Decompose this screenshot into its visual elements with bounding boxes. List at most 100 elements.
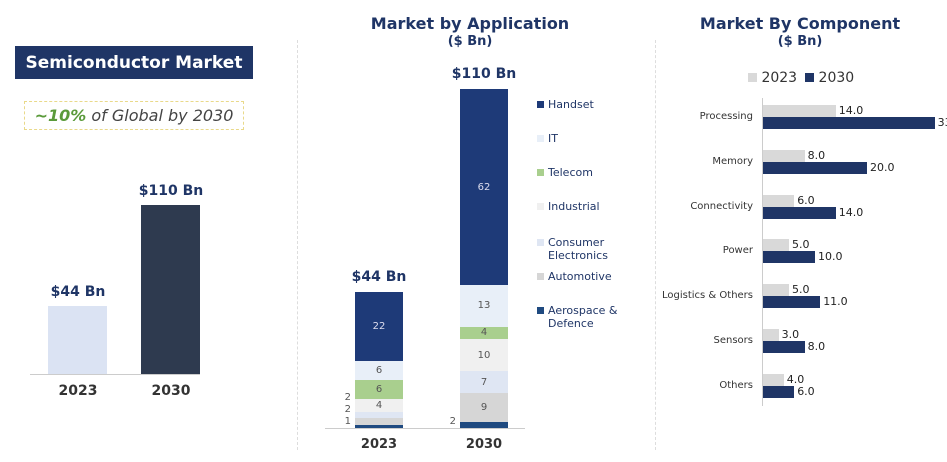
stack-segment-label: 1 <box>344 416 351 427</box>
stack-segment-label: 2 <box>449 416 456 427</box>
hbar <box>763 385 795 398</box>
legend-label: IT <box>548 132 558 145</box>
section-title: Semiconductor Market <box>15 46 253 79</box>
stack-segment: 13 <box>460 285 508 327</box>
bar-value-label: 10.0 <box>818 250 843 264</box>
bar-value-label: 8.0 <box>807 148 826 162</box>
legend-swatch <box>748 73 757 82</box>
stack-segment: 4 <box>355 399 403 413</box>
hbar <box>763 161 867 174</box>
bar-value-label: 11.0 <box>823 295 848 309</box>
stack-segment: 6 <box>355 380 403 400</box>
stack-segment-label: 2 <box>344 392 351 403</box>
legend-label: Industrial <box>548 200 600 213</box>
divider <box>297 40 298 450</box>
stack-segment-label: 2 <box>344 404 351 415</box>
legend-label: 2030 <box>818 70 855 86</box>
stack-segment: 22 <box>355 291 403 362</box>
legend-label: 2023 <box>761 70 798 86</box>
component-legend: 2023 2030 <box>748 70 854 86</box>
hbar <box>763 105 836 117</box>
hbar <box>763 284 789 297</box>
bar-value-label: 33.0 <box>937 116 947 129</box>
bar-value-label: 6.0 <box>797 193 815 207</box>
component-chart-title: Market By Component <box>699 14 901 33</box>
component-axis <box>762 98 763 406</box>
x-tick-label: 2023 <box>360 437 398 452</box>
stack-segment <box>355 412 403 419</box>
legend-swatch <box>537 169 544 176</box>
component-chart-subtitle: ($ Bn) <box>777 34 823 49</box>
hbar <box>763 194 795 207</box>
stack-total-label: $44 Bn <box>351 268 407 285</box>
legend-swatch <box>537 101 544 108</box>
divider <box>655 40 656 450</box>
bar-value-label: 3.0 <box>781 328 800 341</box>
total-bar <box>48 306 107 374</box>
hbar <box>763 329 779 341</box>
legend-swatch <box>537 239 544 246</box>
legend-swatch <box>537 135 544 142</box>
legend-swatch <box>537 307 544 314</box>
total-bar <box>141 205 200 374</box>
hbar <box>763 251 815 264</box>
legend-item: Handset <box>537 98 627 111</box>
legend-2023: 2023 <box>748 70 797 86</box>
legend-label: Automotive <box>548 270 612 283</box>
bar-value-label: 6.0 <box>797 384 815 398</box>
app-chart-title: Market by Application <box>370 14 570 33</box>
stack-segment: 7 <box>460 370 508 394</box>
legend-label: Telecom <box>548 166 593 179</box>
category-label: Logistics & Others <box>661 290 753 302</box>
bar-value-label: 14.0 <box>838 104 864 117</box>
hbar <box>763 373 784 386</box>
category-label: Power <box>722 245 753 257</box>
stack-segment <box>355 424 403 428</box>
stack-segment: 6 <box>355 361 403 381</box>
hbar <box>763 149 805 162</box>
legend-item: Industrial <box>537 200 627 213</box>
stack-segment: 10 <box>460 339 508 371</box>
stack-segment <box>355 418 403 425</box>
hbar <box>763 239 789 252</box>
legend-swatch <box>537 203 544 210</box>
stack-segment <box>460 421 508 428</box>
legend-item: Automotive <box>537 270 627 283</box>
legend-item: Consumer Electronics <box>537 236 627 262</box>
total-label: $110 Bn <box>138 183 204 199</box>
left-axis <box>30 374 200 375</box>
x-tick-label: 2030 <box>151 383 191 399</box>
legend-label: Consumer Electronics <box>548 236 608 262</box>
bar-value-label: 14.0 <box>838 205 864 219</box>
hbar <box>763 296 821 309</box>
stack-segment: 9 <box>460 393 508 422</box>
bar-value-label: 5.0 <box>792 283 810 297</box>
app-axis <box>325 428 525 429</box>
category-label: Others <box>719 379 753 391</box>
total-label: $44 Bn <box>50 284 106 301</box>
app-chart-subtitle: ($ Bn) <box>447 34 493 49</box>
bar-value-label: 20.0 <box>870 160 895 174</box>
legend-item: Telecom <box>537 166 627 179</box>
hbar <box>763 117 935 129</box>
legend-swatch <box>537 273 544 280</box>
category-label: Memory <box>712 155 753 167</box>
legend-item: IT <box>537 132 627 145</box>
x-tick-label: 2030 <box>465 437 503 452</box>
legend-item: Aerospace & Defence <box>537 304 627 330</box>
bar-value-label: 8.0 <box>807 340 826 353</box>
stack-segment: 62 <box>460 88 508 286</box>
tagline-rest: of Global by 2030 <box>86 106 234 125</box>
hbar <box>763 341 805 353</box>
category-label: Processing <box>699 111 753 122</box>
category-label: Connectivity <box>690 200 753 212</box>
stack-total-label: $110 Bn <box>451 65 517 82</box>
legend-label: Aerospace & Defence <box>548 304 618 330</box>
bar-value-label: 4.0 <box>786 372 805 386</box>
hbar <box>763 206 836 219</box>
tagline: ~10% of Global by 2030 <box>24 101 244 130</box>
legend-2030: 2030 <box>805 70 854 86</box>
bar-value-label: 5.0 <box>792 238 810 252</box>
legend-swatch <box>805 73 815 82</box>
x-tick-label: 2023 <box>58 383 98 399</box>
